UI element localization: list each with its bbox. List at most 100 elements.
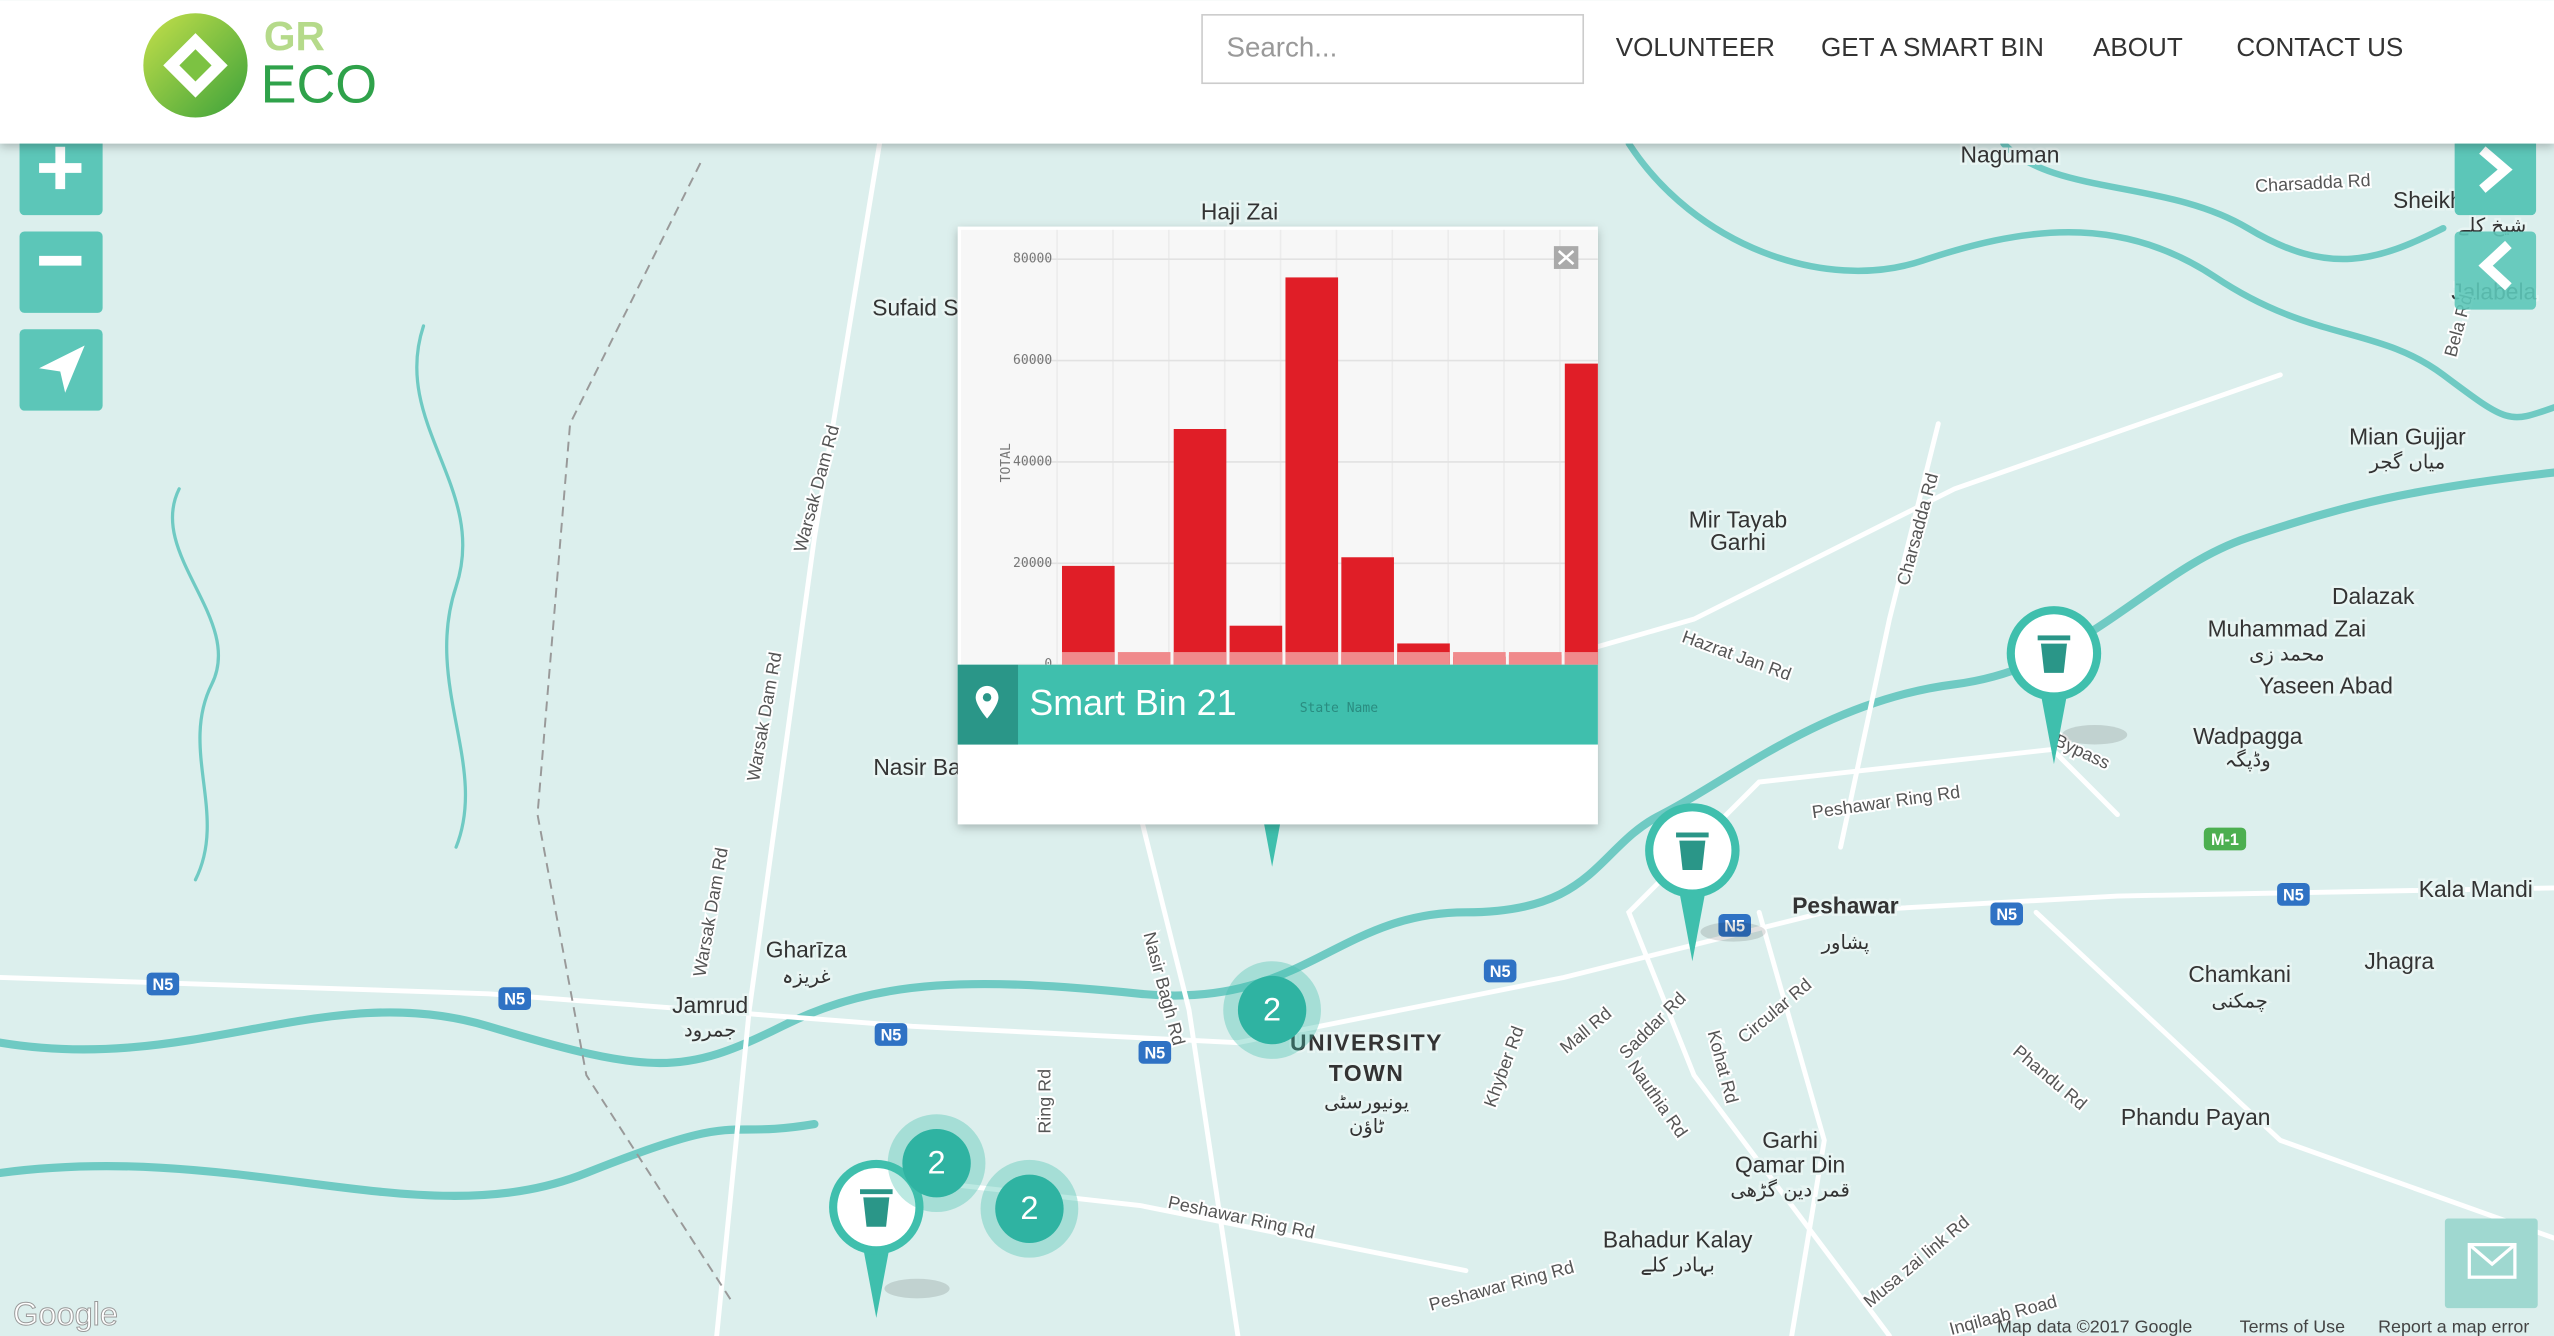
search-box[interactable] — [1201, 14, 1585, 85]
terms-link[interactable]: Terms of Use — [2240, 1316, 2346, 1336]
bin-marker[interactable] — [1645, 803, 1766, 962]
chevron-right — [2479, 146, 2513, 193]
place-label-urdu: میاں گجر — [2369, 450, 2446, 473]
place-label: Gharīza — [766, 936, 847, 962]
cluster[interactable]: 2 — [980, 1159, 1079, 1258]
y-tick-label: 40000 — [1013, 454, 1052, 469]
place-label-urdu: چمکنی — [2211, 989, 2267, 1012]
markers: 2 2 2 — [829, 606, 2128, 1318]
mail-flap — [2468, 1243, 2516, 1267]
bar — [1173, 652, 1227, 665]
bar — [1341, 652, 1394, 665]
logo-top[interactable]: GR — [264, 13, 325, 59]
place-label: Yaseen Abad — [2259, 673, 2393, 699]
y-tick-label: 60000 — [1013, 353, 1052, 368]
bar — [1453, 652, 1506, 665]
place-label: UNIVERSITY — [1290, 1029, 1443, 1055]
bar — [1061, 652, 1115, 665]
place-label-urdu: ٹاؤن — [1349, 1115, 1385, 1138]
place-label-urdu: محمد زی — [2249, 642, 2325, 665]
nav-link[interactable]: GET A SMART BIN — [1821, 32, 2044, 62]
bar — [1285, 652, 1339, 665]
cluster[interactable]: 2 — [1223, 961, 1321, 1059]
marker-tail — [1262, 814, 1282, 867]
chevron-left — [2478, 240, 2512, 291]
bar — [1229, 652, 1283, 665]
plus-icon — [39, 146, 82, 190]
cluster-count: 2 — [1263, 991, 1281, 1027]
place-label-urdu: پشاور — [1821, 931, 1870, 954]
road-shield-label: N5 — [1144, 1044, 1165, 1062]
road-label: Ring Rd — [1034, 1069, 1054, 1134]
place-label-urdu: وڈپگہ — [2225, 748, 2271, 771]
place-label: Phandu Payan — [2121, 1104, 2271, 1130]
bin-lid — [860, 1189, 893, 1195]
map-data: Map data ©2017 Google — [1997, 1316, 2192, 1336]
place-label: Mir Tayab — [1689, 506, 1787, 532]
road-shield — [1138, 1041, 1172, 1064]
close-icon — [1557, 250, 1575, 266]
place-label: Kala Mandi — [2419, 876, 2533, 902]
y-tick-label: 20000 — [1013, 556, 1052, 571]
marker-shadow — [1700, 922, 1766, 942]
place-label: Nasir Ba — [873, 754, 961, 780]
place-label: Jamrud — [672, 992, 748, 1018]
road-shield-label: N5 — [1490, 963, 1511, 981]
road-shield-label: N5 — [881, 1026, 902, 1044]
marker-tail — [861, 1239, 891, 1318]
bin-body — [1679, 840, 1706, 870]
bin-marker[interactable] — [2006, 606, 2128, 765]
report-link[interactable]: Report a map error — [2378, 1316, 2529, 1336]
place-label: Sufaid S — [872, 295, 958, 321]
nav-link[interactable]: ABOUT — [2093, 32, 2183, 62]
place-label: TOWN — [1329, 1060, 1405, 1086]
x-axis-label: State Name — [1300, 701, 1379, 716]
place-label: Qamar Din — [1735, 1151, 1845, 1177]
place-label: Mian Gujjar — [2349, 423, 2466, 449]
marker-shadow — [884, 1278, 950, 1299]
cluster-dot — [902, 1128, 971, 1198]
google-logo: Google — [13, 1296, 118, 1332]
header: GR ECO Search... — [0, 0, 2554, 144]
bar — [1508, 652, 1562, 665]
road-shield — [874, 1023, 908, 1046]
pin-icon — [975, 685, 999, 719]
locate-icon — [39, 345, 85, 393]
cluster-count: 2 — [1020, 1190, 1038, 1226]
cluster-dot — [995, 1174, 1064, 1243]
road-shield — [146, 972, 180, 996]
place-label: Garhi — [1762, 1127, 1818, 1153]
cluster-dot — [1237, 975, 1307, 1045]
place-label-urdu: بہادر کلے — [1640, 1253, 1714, 1276]
zoom-out[interactable] — [19, 231, 103, 313]
road-shield — [1990, 902, 2024, 926]
marker-tail — [2039, 685, 2069, 765]
nav: VOLUNTEER GET A SMART BIN ABOUT CONTACT US — [1616, 32, 2403, 62]
road-shield — [498, 987, 531, 1011]
place-label: Wadpagga — [2193, 723, 2303, 749]
place-label: Chamkani — [2188, 961, 2291, 987]
chart: 0 20000 40000 60000 80000 TOTAL — [999, 229, 1598, 672]
road-shield-label: M-1 — [2211, 831, 2239, 849]
bin-lid — [2037, 635, 2071, 641]
road-shield-label: N5 — [1724, 917, 1745, 935]
place-label-urdu: غریزہ — [782, 965, 831, 988]
place-label: Haji Zai — [1201, 199, 1278, 225]
nav-link[interactable]: VOLUNTEER — [1616, 32, 1775, 62]
bin-marker[interactable] — [829, 1159, 950, 1318]
road-shield — [1483, 959, 1517, 983]
place-label-urdu: یونیورسٹی — [1324, 1090, 1409, 1113]
logo-bottom[interactable]: ECO — [261, 54, 377, 114]
bar — [1564, 363, 1598, 665]
y-tick-label: 0 — [1044, 657, 1052, 672]
bar — [1564, 652, 1598, 665]
place-label: Garhi — [1710, 529, 1766, 555]
nav-link[interactable]: CONTACT US — [2236, 32, 2403, 62]
cluster[interactable]: 2 — [887, 1114, 986, 1213]
popup-band — [957, 664, 1598, 745]
bar — [1173, 429, 1227, 665]
place-label-urdu: قمر دین گڑھی — [1730, 1178, 1849, 1201]
